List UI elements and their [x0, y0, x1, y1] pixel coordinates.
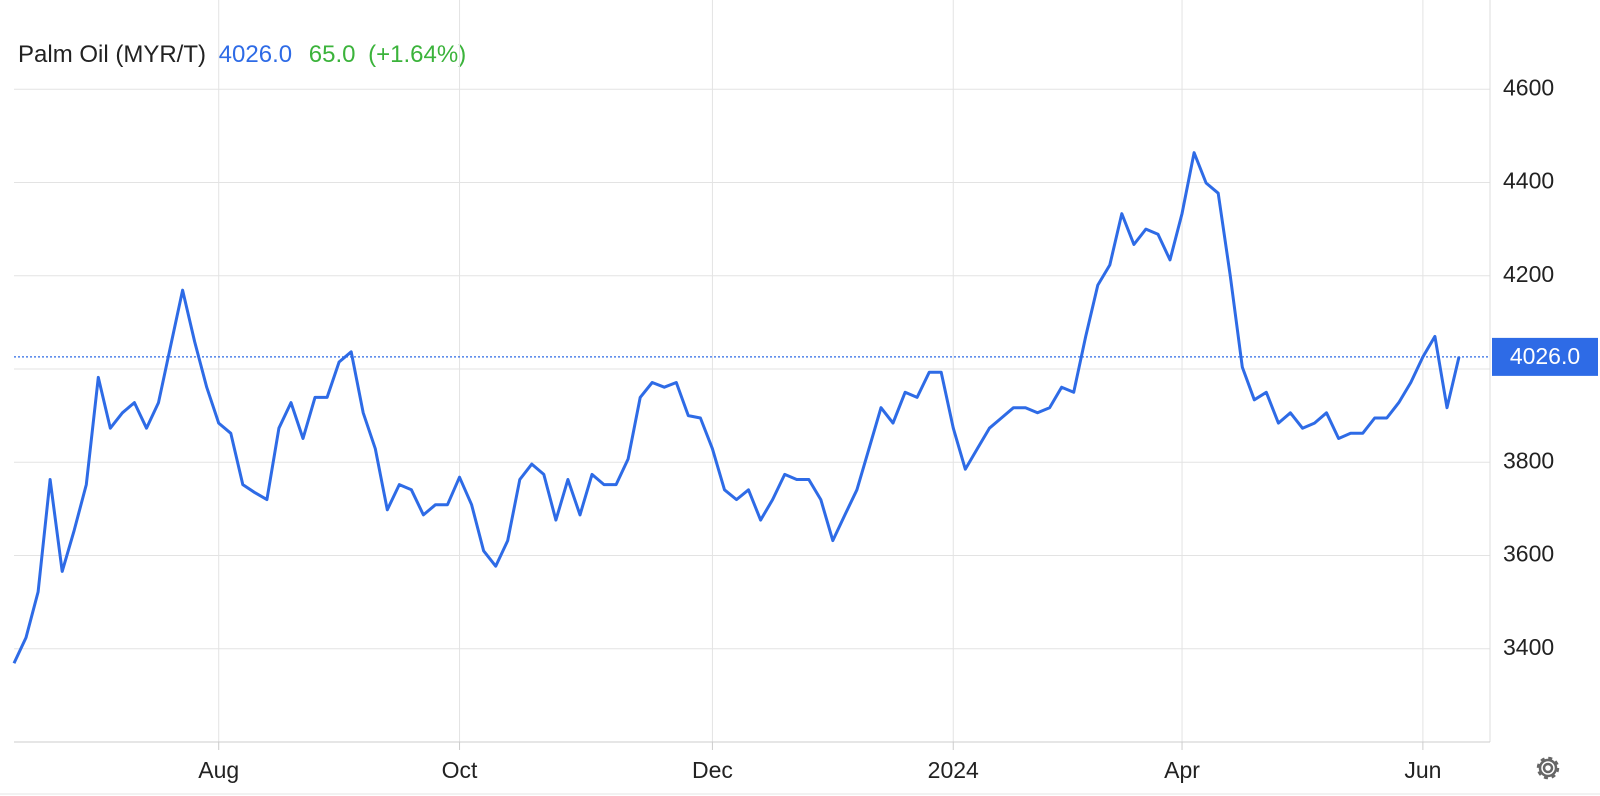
y-tick-label: 3800 [1503, 447, 1554, 473]
price: 4026.0 [219, 41, 292, 68]
y-tick-label: 4400 [1503, 168, 1554, 194]
x-tick-label: 2024 [928, 757, 979, 783]
grid [14, 0, 1490, 742]
x-tick-label: Jun [1404, 757, 1441, 783]
price-line [12, 151, 1461, 664]
change: 65.0 [309, 41, 356, 68]
y-tick-label: 3600 [1503, 541, 1554, 567]
change-percent: (+1.64%) [368, 41, 466, 68]
chart-title: Palm Oil (MYR/T) [18, 41, 206, 68]
y-tick-label: 3400 [1503, 634, 1554, 660]
chart-header: Palm Oil (MYR/T) 4026.0 65.0 (+1.64%) [18, 41, 466, 68]
x-tick-label: Dec [692, 757, 733, 783]
x-tick-label: Oct [442, 757, 478, 783]
x-tick-label: Apr [1164, 757, 1200, 783]
y-tick-label: 4600 [1503, 74, 1554, 100]
settings-icon[interactable] [1536, 756, 1560, 780]
price-badge [1492, 337, 1598, 376]
y-tick-label: 4200 [1503, 261, 1554, 287]
x-tick-label: Aug [198, 757, 239, 783]
price-badge-label: 4026.0 [1510, 343, 1580, 369]
